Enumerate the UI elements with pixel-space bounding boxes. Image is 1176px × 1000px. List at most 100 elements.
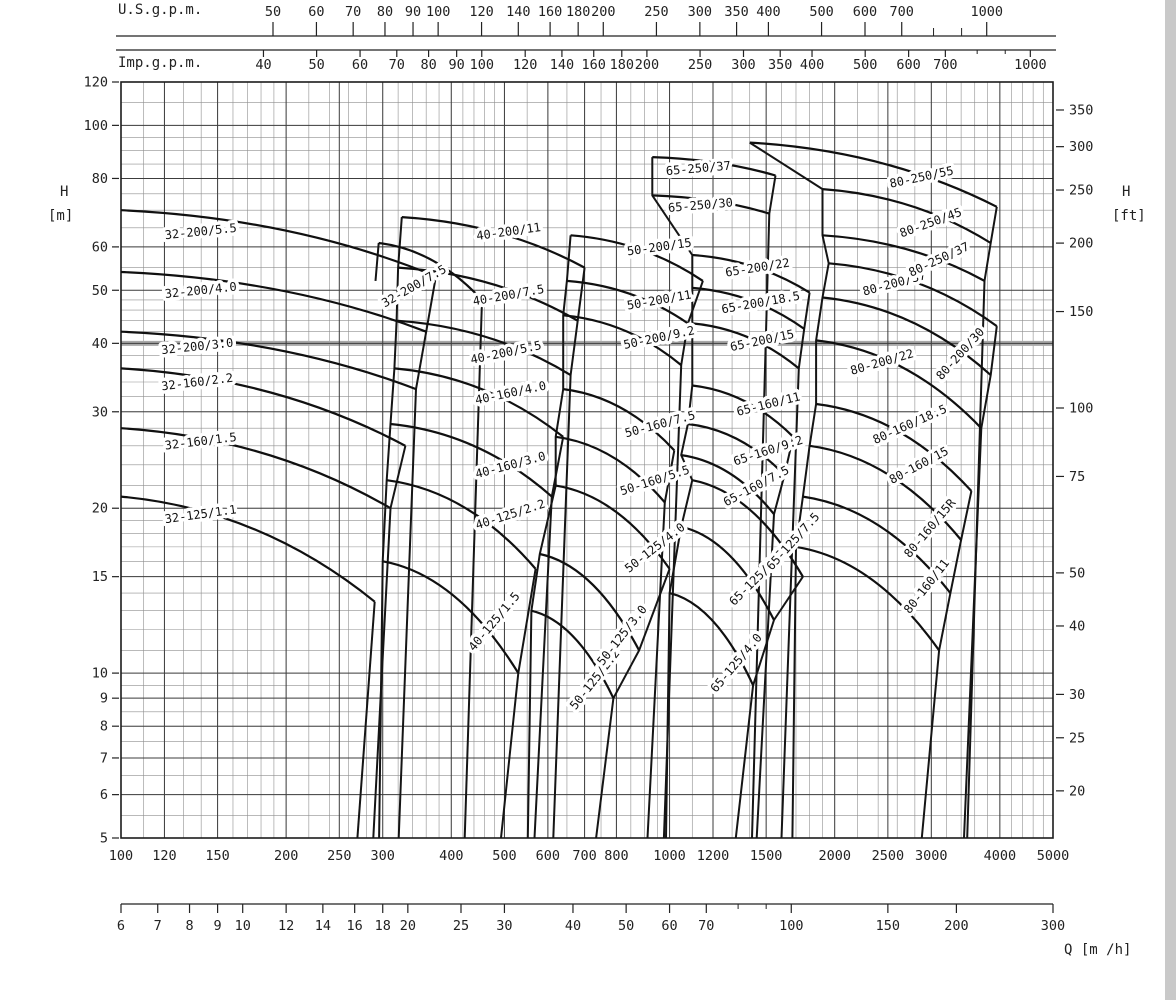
m3h-tick-label: 8 — [185, 918, 193, 934]
pump-curve — [401, 216, 586, 269]
h-m-tick-label: 30 — [92, 404, 108, 420]
lmin-tick-label: 400 — [439, 848, 463, 864]
pump-label: 50-200/15 — [626, 235, 692, 258]
us-gpm-tick-label: 400 — [756, 4, 780, 20]
head-ft-axis-unit: [ft] — [1112, 208, 1146, 224]
m3h-tick-label: 6 — [117, 918, 125, 934]
pump-label: 50-125/3.0 — [594, 603, 650, 669]
m3h-tick-label: 40 — [565, 918, 581, 934]
us-gpm-tick-label: 50 — [265, 4, 281, 20]
pump-curve — [120, 270, 427, 333]
imp-gpm-tick-label: 200 — [635, 57, 659, 73]
us-gpm-tick-label: 700 — [890, 4, 914, 20]
us-gpm-tick-label: 180 — [566, 4, 590, 20]
us-gpm-tick-label: 80 — [377, 4, 393, 20]
pump-curve — [382, 560, 520, 674]
lmin-tick-label: 800 — [604, 848, 628, 864]
pump-curve — [815, 339, 983, 429]
imp-gpm-tick-label: 700 — [933, 57, 957, 73]
m3h-tick-label: 9 — [214, 918, 222, 934]
imp-gpm-tick-label: 300 — [731, 57, 755, 73]
pump-curve — [570, 234, 704, 282]
group-right-boundary — [595, 568, 671, 839]
group-right-boundary — [356, 601, 376, 839]
group-right-boundary — [780, 292, 811, 839]
h-m-tick-label: 6 — [100, 787, 108, 803]
imp-gpm-tick-label: 80 — [420, 57, 436, 73]
imp-gpm-tick-label: 120 — [513, 57, 537, 73]
pump-curve — [394, 367, 564, 438]
pump-curve — [669, 592, 755, 686]
group-right-boundary — [463, 299, 483, 839]
h-m-tick-label: 15 — [92, 569, 108, 585]
pump-curve — [802, 495, 952, 594]
imp-gpm-tick-label: 60 — [352, 57, 368, 73]
pump-label: 32-200/4.0 — [164, 280, 237, 301]
lmin-tick-label: 2500 — [872, 848, 905, 864]
pump-curve — [378, 241, 483, 301]
pump-curve — [749, 141, 998, 208]
pump-curve — [795, 545, 940, 652]
pump-curve — [692, 253, 811, 294]
group-right-boundary — [734, 576, 804, 839]
lmin-tick-label: 150 — [205, 848, 229, 864]
h-ft-tick-label: 50 — [1069, 565, 1085, 581]
h-ft-tick-label: 40 — [1069, 618, 1085, 634]
pump-label: 40-200/11 — [475, 220, 541, 243]
pump-curve — [822, 234, 986, 282]
m3h-tick-label: 100 — [779, 918, 803, 934]
pump-curve — [566, 279, 689, 325]
lmin-tick-label: 250 — [327, 848, 351, 864]
imp-gpm-tick-label: 100 — [470, 57, 494, 73]
pump-curve — [809, 444, 962, 541]
m3h-tick-label: 60 — [661, 918, 677, 934]
us-gpm-tick-label: 300 — [688, 4, 712, 20]
imp-gpm-tick-label: 500 — [853, 57, 877, 73]
us-gpm-tick-label: 160 — [538, 4, 562, 20]
pump-label: 32-200/3.0 — [161, 336, 234, 357]
imp-gpm-axis-title: Imp.g.p.m. — [118, 55, 203, 71]
imp-gpm-tick-label: 400 — [800, 57, 824, 73]
h-m-tick-label: 60 — [92, 239, 108, 255]
us-gpm-tick-label: 500 — [809, 4, 833, 20]
group-right-boundary — [397, 276, 437, 839]
h-m-tick-label: 100 — [84, 118, 108, 134]
us-gpm-tick-label: 120 — [469, 4, 493, 20]
h-ft-tick-label: 150 — [1069, 304, 1093, 320]
pump-curve — [828, 262, 998, 327]
imp-gpm-tick-label: 160 — [582, 57, 606, 73]
h-m-tick-label: 80 — [92, 171, 108, 187]
imp-gpm-tick-label: 1000 — [1014, 57, 1047, 73]
pump-curve — [120, 367, 406, 447]
pump-curve — [692, 479, 804, 578]
pump-label: 80-160/15 — [887, 444, 951, 487]
pump-label: 32-200/5.5 — [164, 221, 237, 242]
us-gpm-tick-label: 200 — [591, 4, 615, 20]
h-m-tick-label: 7 — [100, 750, 108, 766]
h-m-tick-label: 40 — [92, 336, 108, 352]
pump-curve — [120, 495, 376, 603]
us-gpm-tick-label: 140 — [506, 4, 530, 20]
us-gpm-tick-label: 1000 — [970, 4, 1003, 20]
pump-label: 40-200/7.5 — [472, 282, 546, 308]
m3h-tick-label: 12 — [278, 918, 294, 934]
m3h-tick-label: 25 — [453, 918, 469, 934]
lmin-tick-label: 200 — [274, 848, 298, 864]
pump-label: 80-250/37 — [907, 239, 972, 279]
h-m-tick-label: 9 — [100, 691, 108, 707]
m3h-tick-label: 30 — [496, 918, 512, 934]
lmin-tick-label: 4000 — [984, 848, 1017, 864]
h-ft-tick-label: 20 — [1069, 783, 1085, 799]
lmin-tick-label: 1200 — [697, 848, 730, 864]
h-m-tick-label: 20 — [92, 501, 108, 517]
pump-label: 65-250/30 — [667, 195, 733, 215]
h-m-tick-label: 10 — [92, 666, 108, 682]
h-m-tick-label: 8 — [100, 719, 108, 735]
pump-label: 65-160/9.2 — [732, 433, 805, 469]
pump-label: 80-200/22 — [849, 346, 915, 377]
lmin-tick-label: 3000 — [915, 848, 948, 864]
pump-curve — [687, 422, 786, 476]
lmin-tick-label: 2000 — [818, 848, 851, 864]
pump-curve — [120, 330, 417, 391]
